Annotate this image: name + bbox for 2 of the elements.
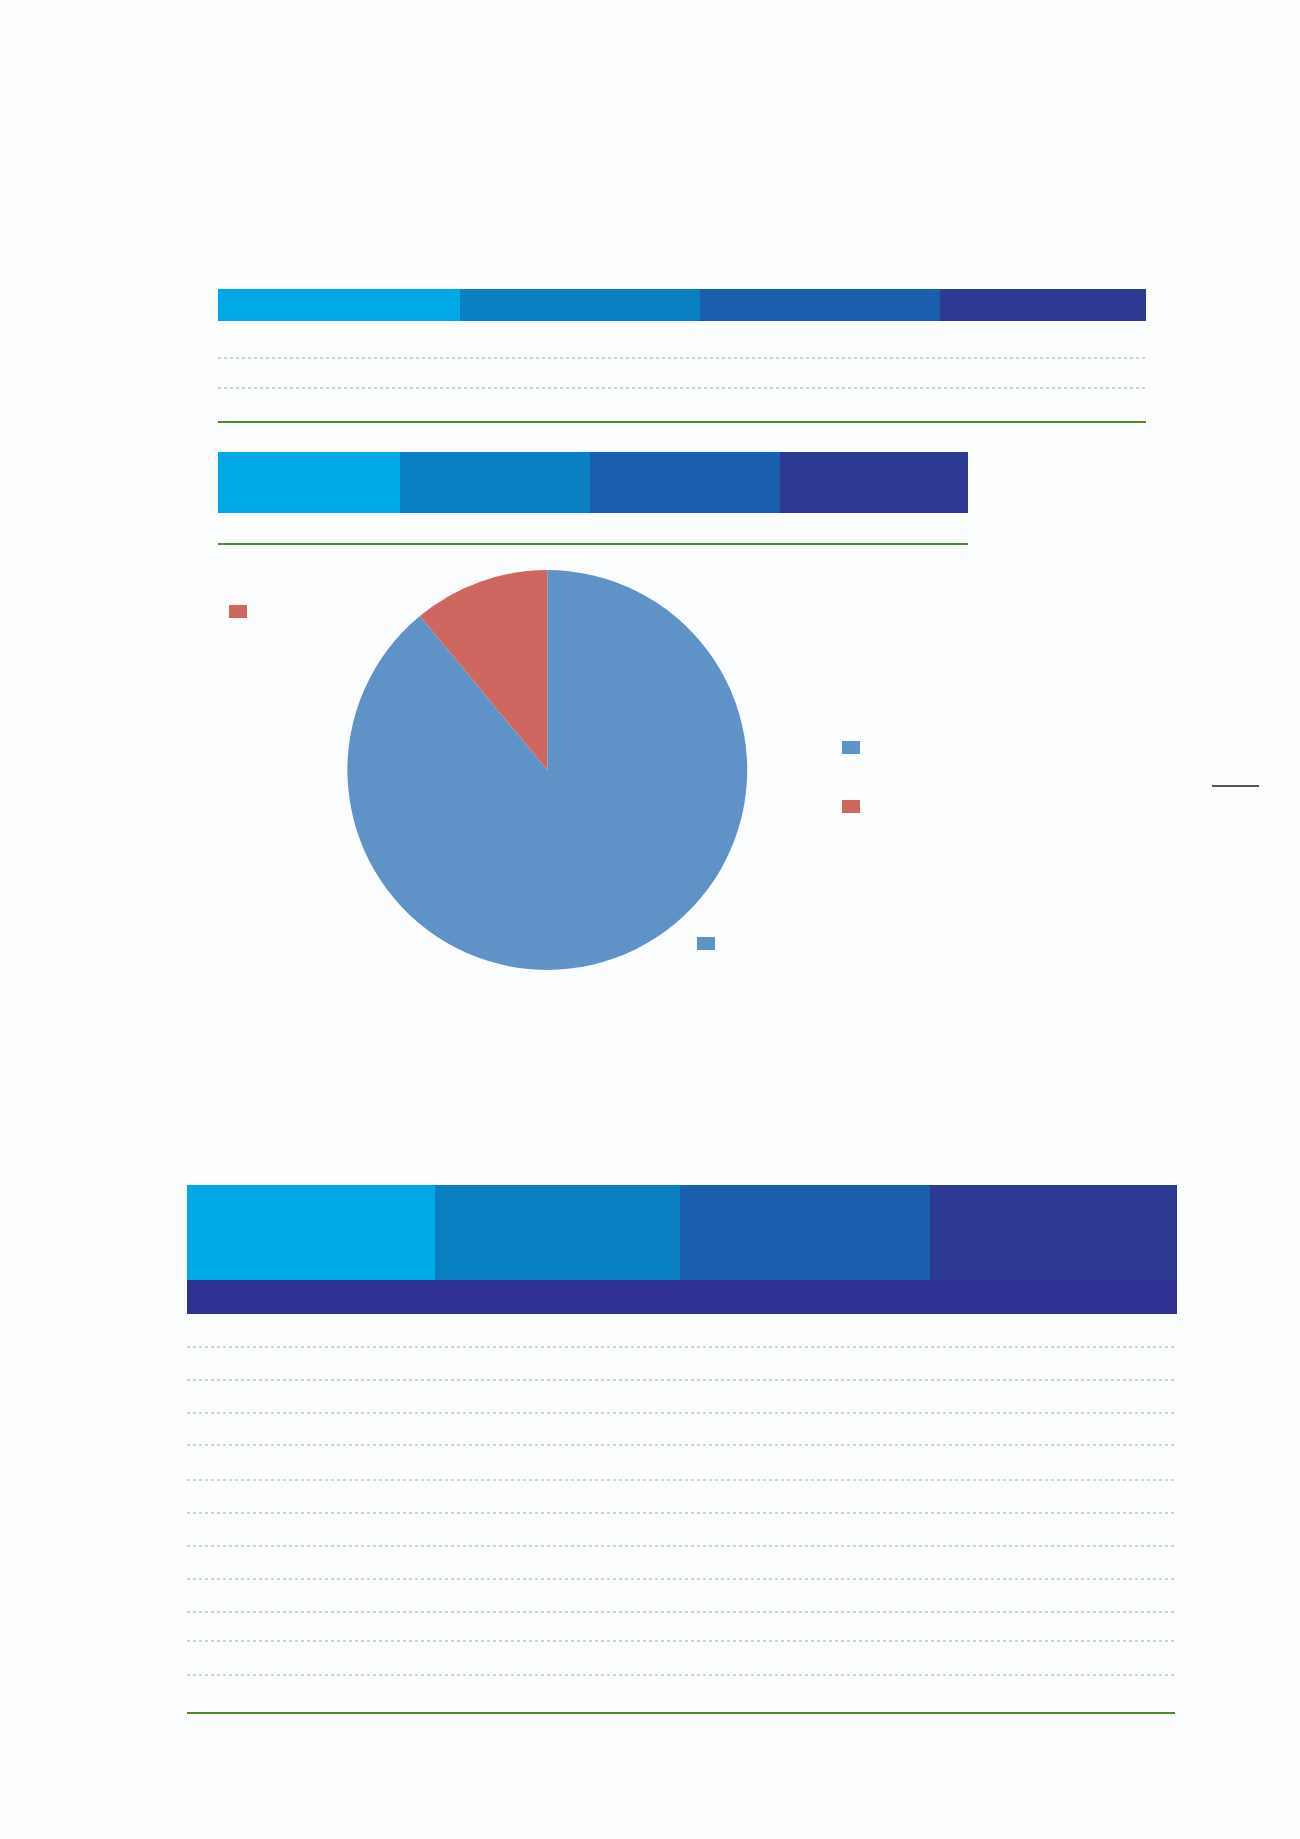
pie-slice: [419, 570, 548, 770]
pie-slice: [347, 570, 747, 970]
